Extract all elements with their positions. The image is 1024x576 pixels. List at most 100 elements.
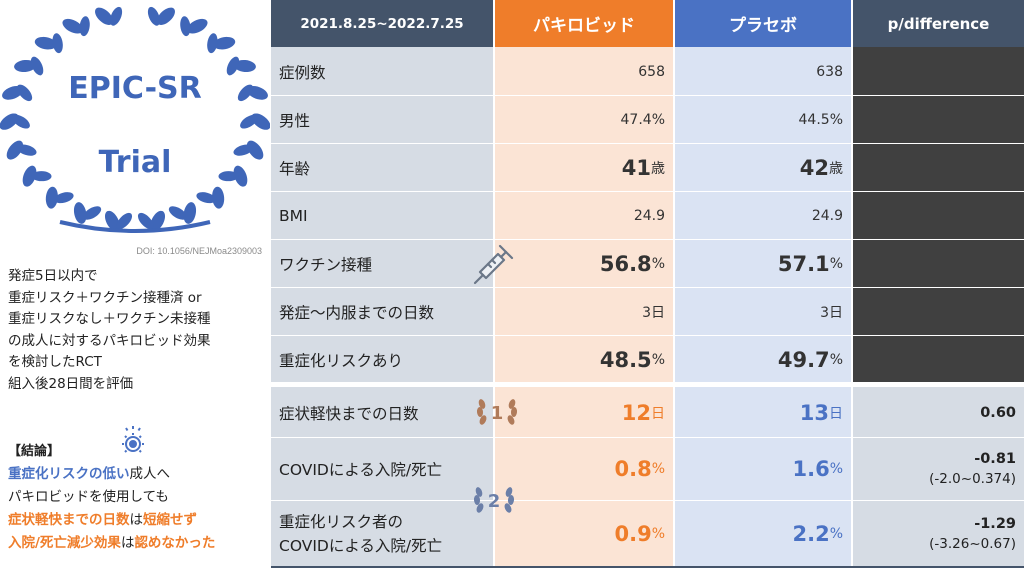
table-row: 症例数 658 638 (271, 49, 1024, 95)
laurel-leaf (240, 114, 258, 129)
table-row: 年齢 41 歳 42 歳 (271, 145, 1024, 191)
row-label: BMI (279, 207, 308, 225)
row-label: 重症化リスク者の COVIDによる入院/死亡 (279, 512, 443, 555)
laurel-leaf (16, 84, 33, 102)
description-line: の成人に対するパキロビッド効果 (8, 332, 211, 349)
conclusion-highlight: 入院/死亡減少効果 (8, 535, 121, 551)
drug-value: 0.9% (614, 521, 665, 546)
drug-value: 47.4% (620, 112, 665, 128)
row-label: 年齢 (279, 160, 311, 178)
row-divider (271, 191, 1024, 192)
conclusion-text-part: 成人へ (129, 466, 171, 482)
conclusion-highlight: 短縮せず (143, 512, 197, 528)
syringe-icon (473, 244, 514, 285)
placebo-value: 13 日 (799, 401, 843, 425)
medal-number: 2 (488, 491, 501, 512)
outcome-row: 重症化リスク者の COVIDによる入院/死亡 0.9% 2.2% -1.29 (-… (271, 501, 1024, 566)
placebo-value: 2.2% (792, 521, 843, 546)
table-row: 男性 47.4% 44.5% (271, 97, 1024, 143)
table-row: 重症化リスクあり 48.5% 49.7% (271, 337, 1024, 382)
laurel-leaf (226, 56, 240, 76)
conclusion-text-part: は (129, 512, 144, 528)
row-divider (271, 239, 1024, 240)
conclusion-highlight: 重症化リスクの低い (8, 466, 130, 482)
placebo-value: 42 歳 (799, 156, 843, 180)
laurel-leaf (83, 206, 102, 220)
laurel-leaf (180, 16, 191, 37)
drug-value: 3日 (642, 305, 665, 321)
row-divider (271, 437, 1024, 438)
laurel-leaf (237, 84, 254, 102)
placebo-value: 3日 (820, 305, 843, 321)
label-column-bg (271, 47, 493, 382)
laurel-leaf (22, 165, 37, 187)
medal-icon: 2 (473, 487, 515, 513)
laurel-leaf (233, 144, 253, 156)
laurel-leaf (12, 114, 30, 129)
pdiff-column-bg (853, 47, 1024, 382)
row-label: COVIDによる入院/死亡 (279, 461, 443, 479)
conclusion-text-part: は (120, 535, 135, 551)
section-gap (271, 382, 1024, 387)
description-line: 重症リスクなし＋ワクチン未接種 (8, 311, 211, 328)
laurel-leaf (54, 192, 74, 204)
laurel-leaf (187, 18, 208, 34)
laurel-leaf (168, 206, 187, 220)
drug-value: 658 (638, 64, 665, 80)
drug-value: 24.9 (633, 208, 665, 224)
description-line: 発症5日以内で (8, 268, 98, 284)
placebo-value: 44.5% (798, 112, 843, 128)
laurel-leaf (150, 210, 166, 232)
laurel-stem (59, 220, 211, 233)
laurel-leaf (95, 7, 114, 25)
description-line: 組入後28日間を評価 (8, 375, 134, 392)
drug-value: 12 日 (621, 401, 665, 425)
placebo-value: 57.1% (777, 252, 843, 276)
placebo-column-bg (675, 47, 851, 382)
gear-icon (122, 426, 144, 453)
laurel-leaf (79, 16, 90, 37)
laurel-leaf (62, 18, 83, 34)
drug-column-bg (495, 387, 673, 566)
table-row: BMI 24.9 24.9 (271, 193, 1024, 239)
outcome-row: 症状軽快までの日数 12 日 13 日 0.60 (271, 389, 1024, 437)
laurel-leaf (137, 212, 154, 230)
laurel-leaf (30, 56, 44, 76)
row-divider (271, 335, 1024, 336)
results-table: 2021.8.25~2022.7.25 パキロビッド プラセボ p/differ… (271, 0, 1024, 576)
difference-value: -0.81 (-2.0~0.374) (929, 451, 1016, 487)
laurel-leaf (207, 33, 218, 54)
laurel-leaf (116, 212, 133, 230)
laurel-leaf (73, 202, 87, 224)
laurel-leaf (212, 186, 225, 209)
label-column-bg (271, 387, 493, 566)
study-description: 発症5日以内で 重症リスク＋ワクチン接種済 or 重症リスクなし＋ワクチン未接種… (8, 266, 266, 396)
row-label: 症状軽快までの日数 (279, 405, 419, 423)
laurel-leaf (31, 171, 52, 182)
medal-icon: 1 (476, 399, 518, 425)
table-row: ワクチン接種 56.8% 57.1% (271, 241, 1024, 287)
drug-value: 41 歳 (621, 156, 665, 180)
drug-value: 56.8% (599, 252, 665, 276)
placebo-value: 24.9 (811, 208, 843, 224)
medal-number: 1 (491, 403, 504, 424)
drug-value: 0.8% (614, 457, 665, 481)
p-value: 0.60 (980, 405, 1016, 421)
laurel-leaf (246, 140, 264, 160)
row-label: 症例数 (279, 64, 326, 82)
description-line: 重症リスク＋ワクチン接種済 or (8, 289, 202, 306)
laurel-leaf (104, 210, 120, 232)
summary-panel: EPIC-SR Trial DOI: 10.1056/NEJMoa2309003… (0, 0, 270, 576)
drug-column-bg (495, 47, 673, 382)
laurel-leaf (14, 59, 37, 73)
laurel-leaf (17, 144, 37, 156)
row-label: ワクチン接種 (279, 256, 373, 274)
description-line: を検討したRCT (8, 354, 102, 371)
laurel-leaf (156, 7, 175, 25)
header-date-range: 2021.8.25~2022.7.25 (271, 0, 493, 47)
conclusion-heading: 【結論】 (8, 444, 61, 459)
row-label: 重症化リスクあり (279, 351, 404, 370)
table-bottom-border (271, 566, 1024, 568)
conclusion-line: パキロビッドを使用しても (8, 489, 169, 505)
laurel-leaf (45, 186, 58, 209)
